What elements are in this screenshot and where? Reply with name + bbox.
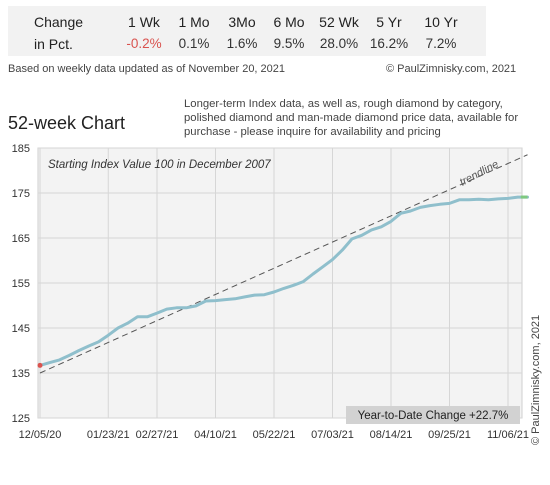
change-period-label: 1 Wk xyxy=(128,14,160,30)
change-period-label: 10 Yr xyxy=(424,14,458,30)
x-tick-label: 08/14/21 xyxy=(370,429,413,441)
y-tick-label: 155 xyxy=(12,278,30,290)
change-period-value: 28.0% xyxy=(319,36,359,51)
change-period-value: -0.2% xyxy=(126,36,162,51)
x-tick-label: 11/06/21 xyxy=(487,429,529,441)
x-tick-label: 02/27/21 xyxy=(136,429,179,441)
y-tick-label: 135 xyxy=(12,368,30,380)
change-period-value: 1.6% xyxy=(226,36,258,51)
change-period-value: 7.2% xyxy=(425,36,457,51)
x-tick-label: 05/22/21 xyxy=(253,429,296,441)
change-period-value: 16.2% xyxy=(369,36,409,51)
based-on-note: Based on weekly data updated as of Novem… xyxy=(8,63,286,75)
ytd-change-label: Year-to-Date Change +22.7% xyxy=(358,410,509,422)
index-series-line xyxy=(38,195,529,367)
copyright-top: © PaulZimnisky.com, 2021 xyxy=(386,63,517,75)
change-period-label: 6 Mo xyxy=(273,14,305,30)
ytd-box xyxy=(346,406,520,424)
chart-title: 52-week Chart xyxy=(8,113,126,133)
y-tick-label: 175 xyxy=(12,188,30,200)
change-period-label: 1 Mo xyxy=(178,14,210,30)
change-period-label: 3Mo xyxy=(228,14,256,30)
x-tick-label: 01/23/21 xyxy=(87,429,130,441)
y-tick-label: 165 xyxy=(12,233,30,245)
y-tick-label: 185 xyxy=(12,143,30,155)
y-tick-label: 125 xyxy=(12,413,30,425)
x-tick-label: 12/05/20 xyxy=(19,429,62,441)
change-period-label: 52 Wk xyxy=(319,14,359,30)
trendline xyxy=(39,154,528,374)
pricing-note: Longer-term Index data, as well as, roug… xyxy=(184,98,519,138)
y-tick-label: 145 xyxy=(12,323,30,335)
start-marker xyxy=(37,362,43,368)
x-tick-label: 04/10/21 xyxy=(194,429,237,441)
x-tick-label: 09/25/21 xyxy=(428,429,471,441)
change-period-value: 9.5% xyxy=(273,36,305,51)
x-tick-label: 07/03/21 xyxy=(311,429,354,441)
chart-annotation: Starting Index Value 100 in December 200… xyxy=(48,159,271,171)
change-period-label: 5 Yr xyxy=(376,14,402,30)
change-period-value: 0.1% xyxy=(178,36,210,51)
change-label-line2: in Pct. xyxy=(34,36,73,52)
change-table: Change in Pct. 1 Wk -0.2% 1 Mo 0.1% 3Mo 1.6% 6… xyxy=(8,6,486,56)
change-label-line1: Change xyxy=(34,14,84,30)
